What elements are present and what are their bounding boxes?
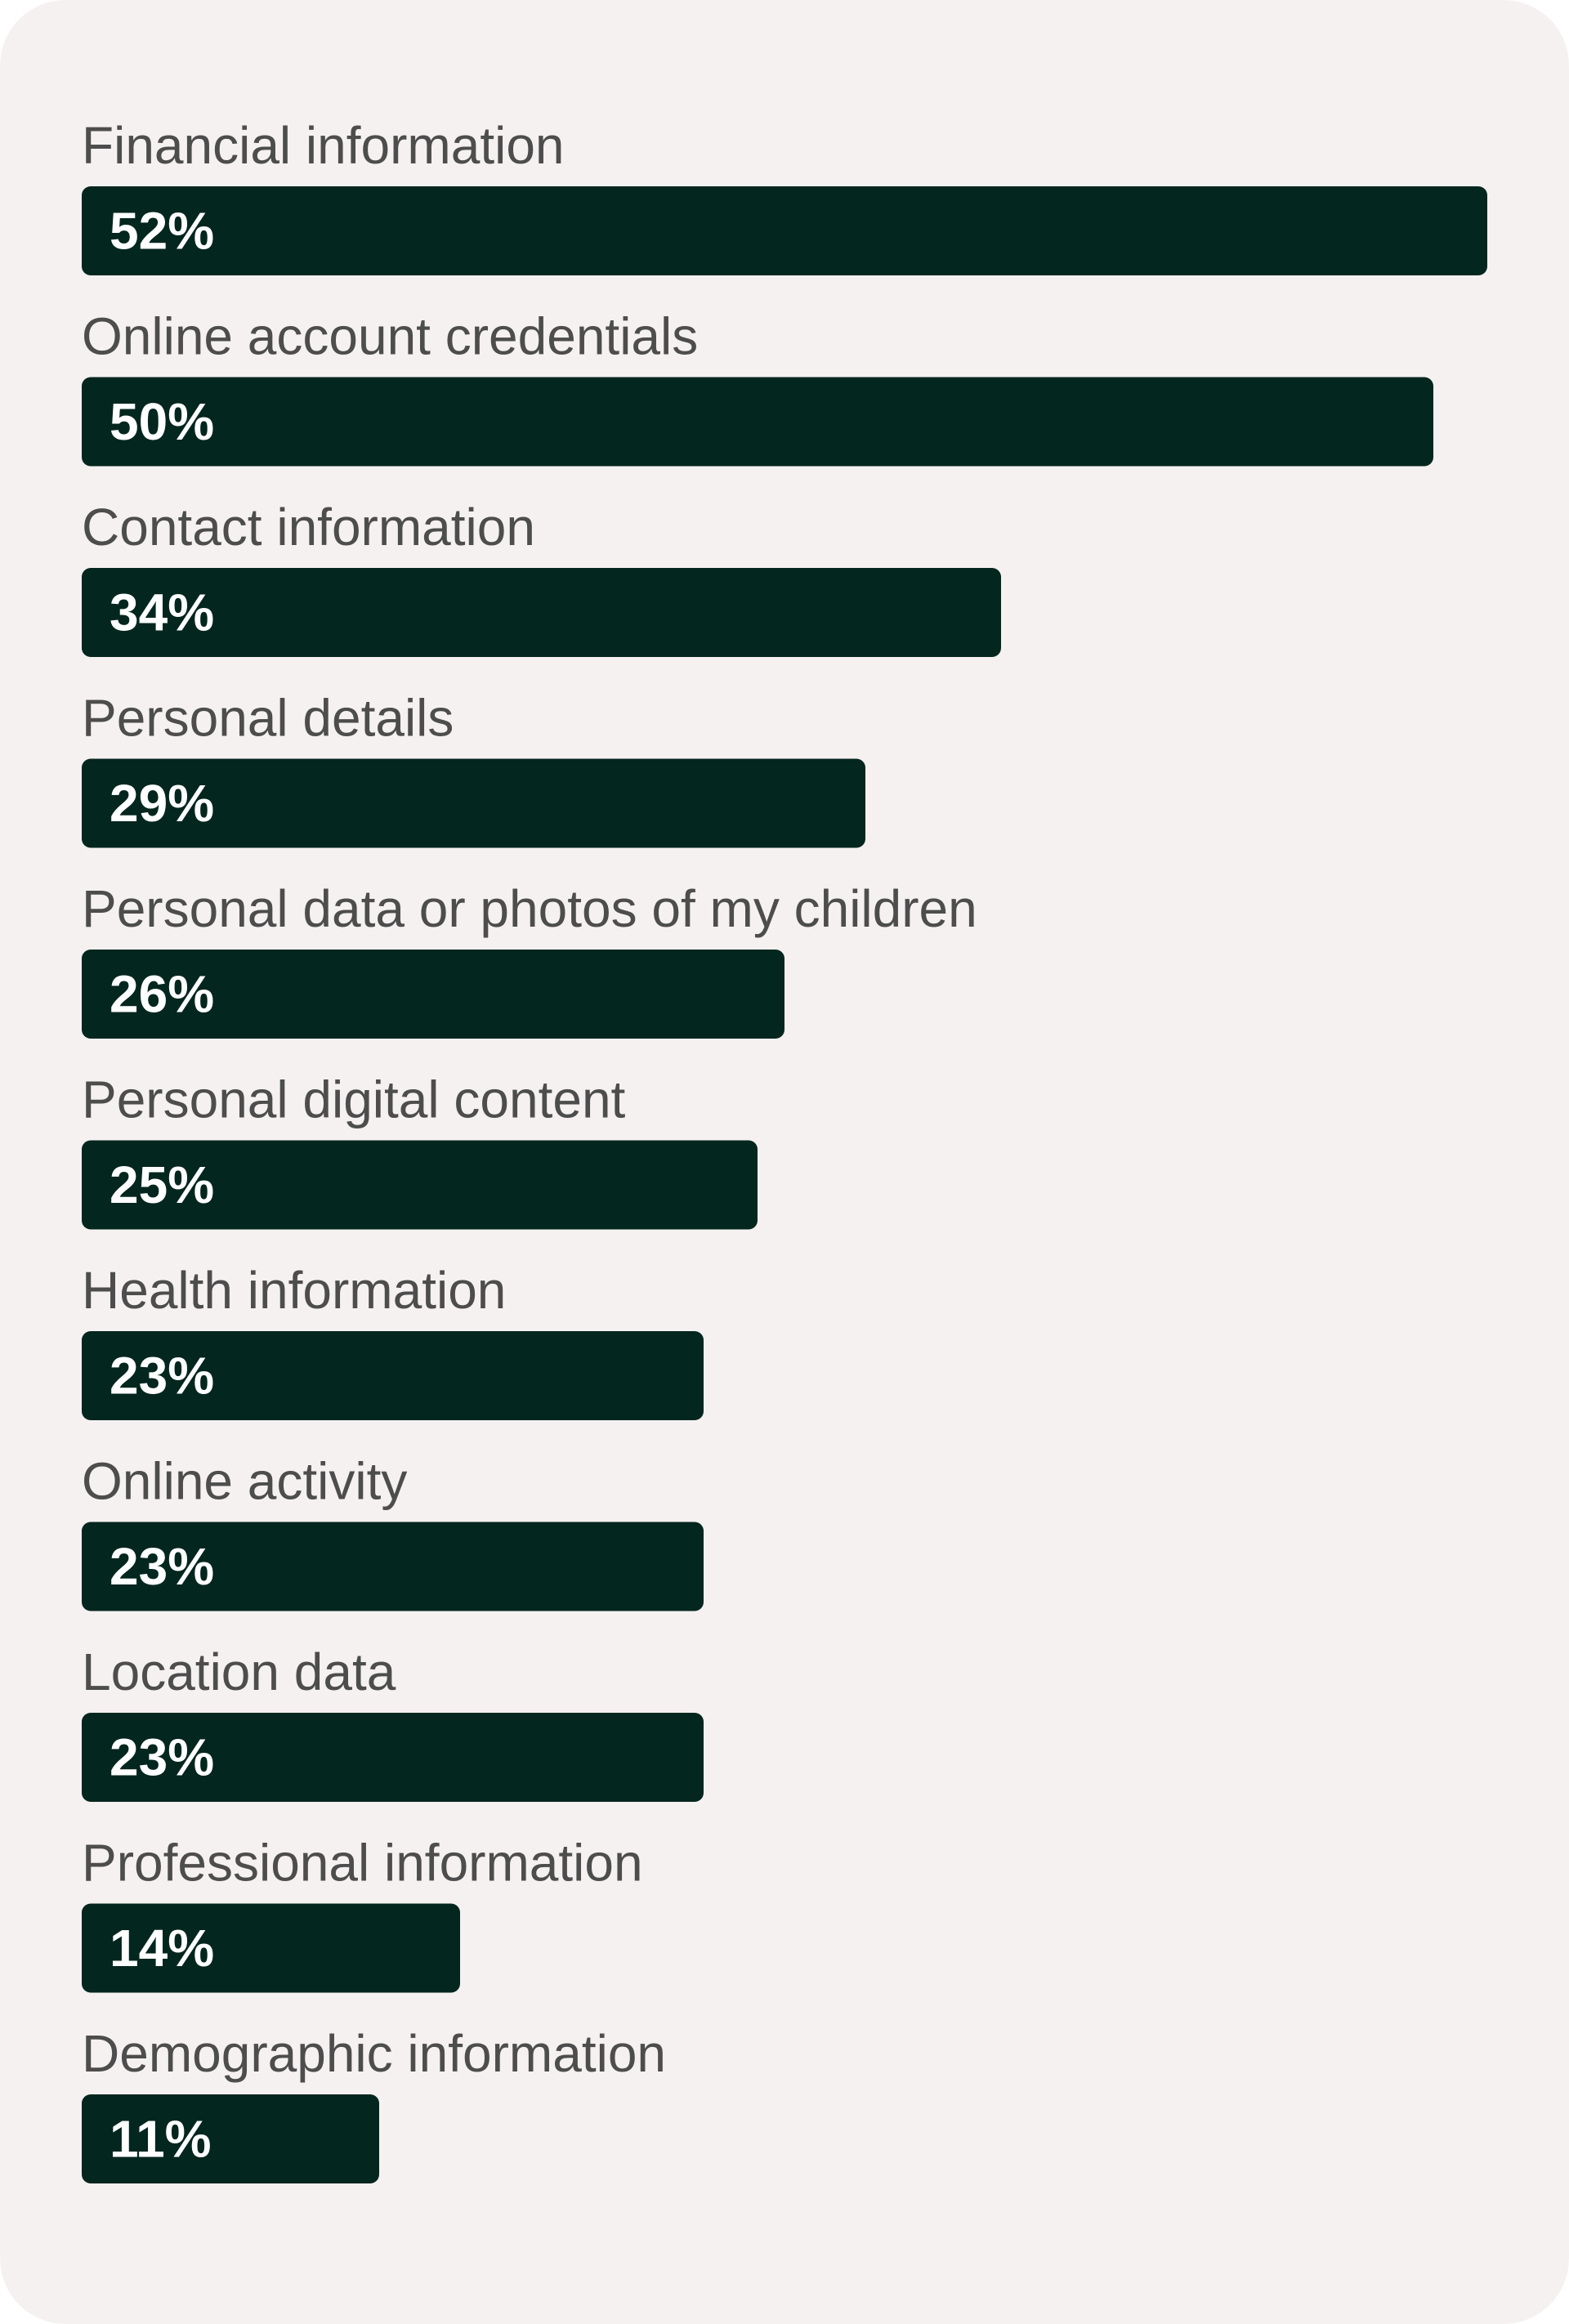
- category-label-online-account-credentials: Online account credentials: [82, 307, 698, 366]
- bar-personal-digital-content: [82, 1140, 758, 1230]
- value-label-location-data: 23%: [110, 1728, 214, 1787]
- bars-group: Financial information 52% Online account c…: [82, 116, 1487, 2183]
- category-label-professional-information: Professional information: [82, 1834, 643, 1893]
- bar-contact-information: [82, 568, 1001, 657]
- bar-online-account-credentials: [82, 377, 1433, 467]
- value-label-personal-details: 29%: [110, 774, 214, 833]
- category-label-personal-details: Personal details: [82, 689, 454, 748]
- value-label-financial-information: 52%: [110, 202, 214, 261]
- value-label-personal-digital-content: 25%: [110, 1155, 214, 1214]
- value-label-online-activity: 23%: [110, 1537, 214, 1596]
- value-label-personal-data-or-photos-of-my-children: 26%: [110, 965, 214, 1024]
- bar-personal-details: [82, 758, 865, 848]
- category-label-health-information: Health information: [82, 1261, 506, 1320]
- value-label-online-account-credentials: 50%: [110, 392, 214, 451]
- category-label-personal-digital-content: Personal digital content: [82, 1070, 626, 1129]
- bar-financial-information: [82, 186, 1487, 275]
- category-label-demographic-information: Demographic information: [82, 2024, 666, 2083]
- value-label-health-information: 23%: [110, 1347, 214, 1406]
- category-label-location-data: Location data: [82, 1642, 396, 1701]
- bar-personal-data-or-photos-of-my-children: [82, 950, 784, 1039]
- category-label-personal-data-or-photos-of-my-children: Personal data or photos of my children: [82, 879, 977, 938]
- bar-demographic-information: [82, 2094, 379, 2183]
- category-label-online-activity: Online activity: [82, 1452, 407, 1511]
- value-label-professional-information: 14%: [110, 1919, 214, 1978]
- bar-professional-information: [82, 1903, 460, 1993]
- bar-health-information: [82, 1331, 704, 1420]
- value-label-demographic-information: 11%: [110, 2110, 212, 2169]
- category-label-contact-information: Contact information: [82, 498, 535, 556]
- bar-online-activity: [82, 1522, 704, 1611]
- value-label-contact-information: 34%: [110, 583, 214, 642]
- bar-location-data: [82, 1713, 704, 1802]
- category-label-financial-information: Financial information: [82, 116, 565, 175]
